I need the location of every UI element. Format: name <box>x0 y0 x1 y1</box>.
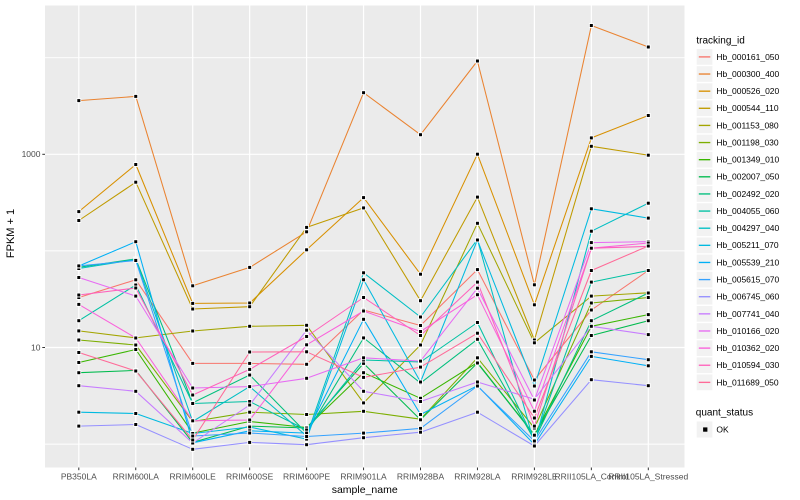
svg-text:Hb_001153_080: Hb_001153_080 <box>716 120 779 130</box>
svg-text:Hb_002007_050: Hb_002007_050 <box>716 172 779 182</box>
svg-text:RRIM928LE: RRIM928LE <box>511 472 558 482</box>
svg-text:RRIM600SE: RRIM600SE <box>226 472 274 482</box>
svg-text:10: 10 <box>31 342 41 352</box>
svg-text:Hb_002492_020: Hb_002492_020 <box>716 189 779 199</box>
svg-text:Hb_010594_030: Hb_010594_030 <box>716 360 779 370</box>
svg-text:RRIM928BA: RRIM928BA <box>397 472 445 482</box>
svg-text:Hb_011689_050: Hb_011689_050 <box>716 377 779 387</box>
svg-text:FPKM + 1: FPKM + 1 <box>5 209 17 258</box>
svg-text:RRIM600LE: RRIM600LE <box>170 472 217 482</box>
svg-text:Hb_005615_070: Hb_005615_070 <box>716 274 779 284</box>
svg-text:RRIM901LA: RRIM901LA <box>340 472 387 482</box>
svg-text:Hb_006745_060: Hb_006745_060 <box>716 292 779 302</box>
svg-text:RRIM600LA: RRIM600LA <box>113 472 160 482</box>
svg-text:Hb_005539_210: Hb_005539_210 <box>716 257 779 267</box>
svg-text:Hb_004297_040: Hb_004297_040 <box>716 223 779 233</box>
svg-text:Hb_007741_040: Hb_007741_040 <box>716 309 779 319</box>
svg-text:Hb_000544_110: Hb_000544_110 <box>716 103 779 113</box>
svg-text:RRII105LA_Stressed: RRII105LA_Stressed <box>608 472 688 482</box>
svg-text:1000: 1000 <box>22 149 41 159</box>
svg-text:Hb_005211_070: Hb_005211_070 <box>716 240 779 250</box>
svg-text:RRIM600PE: RRIM600PE <box>283 472 331 482</box>
svg-text:quant_status: quant_status <box>696 408 753 419</box>
svg-text:RRII105LA_Control: RRII105LA_Control <box>554 472 628 482</box>
svg-text:Hb_004055_060: Hb_004055_060 <box>716 206 779 216</box>
svg-text:Hb_000300_400: Hb_000300_400 <box>716 69 779 79</box>
svg-text:Hb_010362_020: Hb_010362_020 <box>716 343 779 353</box>
svg-text:RRIM928LA: RRIM928LA <box>454 472 501 482</box>
svg-text:sample_name: sample_name <box>332 484 398 496</box>
svg-text:Hb_010166_020: Hb_010166_020 <box>716 326 779 336</box>
svg-text:Hb_000161_050: Hb_000161_050 <box>716 52 779 62</box>
svg-text:Hb_001349_010: Hb_001349_010 <box>716 155 779 165</box>
svg-text:Hb_000526_020: Hb_000526_020 <box>716 86 779 96</box>
svg-text:Hb_001198_030: Hb_001198_030 <box>716 137 779 147</box>
svg-text:tracking_id: tracking_id <box>696 36 744 47</box>
svg-text:OK: OK <box>716 424 729 434</box>
svg-text:PB350LA: PB350LA <box>61 472 97 482</box>
